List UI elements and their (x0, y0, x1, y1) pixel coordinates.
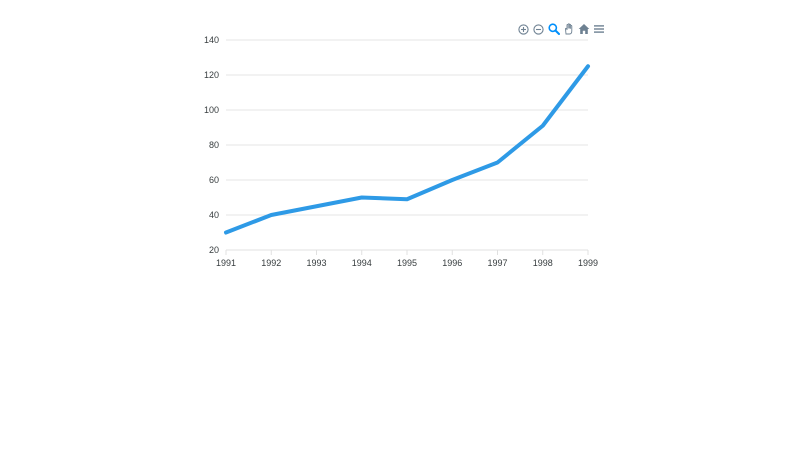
zoom-out-icon (533, 23, 544, 35)
menu-icon (593, 25, 604, 33)
x-tick-label: 1991 (216, 258, 236, 268)
y-tick-label: 100 (204, 105, 219, 115)
chart-toolbar (517, 22, 605, 36)
axis-layer (225, 249, 589, 255)
zoom-selection-icon (547, 23, 560, 35)
y-tick-label: 80 (209, 140, 219, 150)
pan-icon (564, 23, 572, 35)
x-tick-label: 1994 (352, 258, 372, 268)
zoom-in-icon (518, 23, 529, 35)
x-tick-label: 1992 (261, 258, 281, 268)
zoom-out-button[interactable] (532, 22, 545, 36)
chart-menu-button[interactable] (592, 22, 605, 36)
x-tick-label: 1999 (578, 258, 598, 268)
label-layer: 20 40 60 80 100 120 140 1991 1992 1993 1994 1995 199… (204, 35, 598, 268)
zoom-in-button[interactable] (517, 22, 530, 36)
y-tick-label: 140 (204, 35, 219, 45)
x-tick-label: 1998 (533, 258, 553, 268)
x-tick-label: 1993 (306, 258, 326, 268)
y-tick-label: 120 (204, 70, 219, 80)
x-tick-label: 1997 (487, 258, 507, 268)
series-layer (224, 64, 590, 235)
x-tick-label: 1996 (442, 258, 462, 268)
pan-button[interactable] (562, 22, 575, 36)
reset-home-icon (578, 24, 589, 34)
reset-home-button[interactable] (577, 22, 590, 36)
x-tick-label: 1995 (397, 258, 417, 268)
y-tick-label: 40 (209, 210, 219, 220)
series-line (224, 64, 590, 235)
grid-layer (226, 39, 588, 216)
zoom-selection-button[interactable] (547, 22, 560, 36)
y-tick-label: 60 (209, 175, 219, 185)
y-tick-label: 20 (209, 245, 219, 255)
